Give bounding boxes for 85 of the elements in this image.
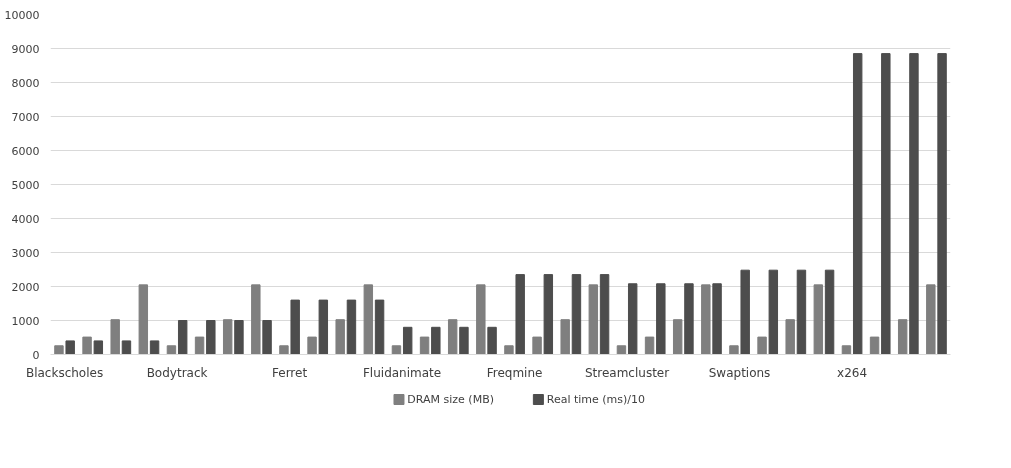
y-tick-label: 4000 — [11, 212, 40, 226]
y-tick-label: 6000 — [11, 144, 40, 158]
y-tick-label: 7000 — [11, 110, 40, 124]
bar — [897, 319, 908, 355]
bar — [627, 283, 638, 355]
bar — [684, 283, 694, 355]
y-tick-label: 10000 — [4, 8, 40, 22]
bar — [177, 320, 188, 355]
legend-label: DRAM size (MB) — [407, 393, 494, 406]
bar — [909, 53, 919, 355]
y-tick-label: 9000 — [11, 42, 40, 56]
bar — [82, 336, 92, 355]
bar — [926, 284, 936, 355]
x-tick-label: Freqmine — [486, 365, 543, 380]
bar — [937, 53, 947, 355]
bar — [532, 336, 542, 355]
bar — [279, 345, 289, 355]
bar — [476, 284, 486, 355]
bar — [599, 274, 610, 355]
bar — [560, 319, 570, 355]
x-tick-label: Bodytrack — [146, 365, 208, 380]
bar — [402, 326, 413, 355]
bar — [374, 299, 385, 355]
bar — [852, 53, 863, 355]
bar — [504, 345, 514, 355]
bar — [110, 319, 120, 355]
bar — [757, 336, 767, 355]
x-tick-label: x264 — [837, 365, 868, 380]
bar — [65, 340, 75, 355]
y-tick-label: 8000 — [11, 76, 40, 90]
bar — [785, 319, 795, 355]
bar — [672, 319, 683, 355]
bar — [391, 345, 402, 355]
bar — [712, 283, 722, 355]
bar — [346, 299, 357, 355]
bar — [796, 269, 807, 355]
bar — [701, 284, 711, 355]
x-tick-label: Ferret — [272, 365, 308, 380]
bar — [543, 274, 554, 355]
bar — [616, 345, 627, 355]
bar — [588, 284, 599, 355]
bar — [768, 269, 779, 355]
bar — [447, 319, 458, 355]
bar — [194, 336, 205, 355]
bar — [869, 336, 880, 355]
y-tick-label: 1000 — [11, 314, 40, 328]
legend-label: Real time (ms)/10 — [546, 393, 646, 406]
y-tick-label: 5000 — [11, 178, 40, 192]
y-tick-label: 0 — [32, 348, 40, 362]
bar — [121, 340, 132, 355]
bar — [363, 284, 374, 355]
bar — [644, 336, 655, 355]
bar — [881, 53, 891, 355]
x-tick-label: Fluidanimate — [362, 365, 442, 380]
bar — [234, 320, 244, 355]
bar — [138, 284, 149, 355]
bar — [335, 319, 345, 355]
bar — [824, 269, 835, 355]
bar — [419, 336, 430, 355]
bar — [318, 299, 329, 355]
bar — [813, 284, 824, 355]
bar — [841, 345, 852, 355]
bar — [459, 326, 469, 355]
bar — [166, 345, 177, 355]
bar — [149, 340, 160, 355]
bar — [487, 326, 497, 355]
bar — [729, 345, 739, 355]
bar — [307, 336, 317, 355]
bar — [206, 320, 216, 355]
bar — [251, 284, 261, 355]
bar — [93, 340, 104, 355]
y-tick-label: 2000 — [11, 280, 40, 294]
bar — [431, 326, 441, 355]
bar — [222, 319, 233, 355]
bar — [656, 283, 666, 355]
x-tick-label: Blackscholes — [25, 365, 104, 380]
y-tick-label: 3000 — [11, 246, 40, 260]
x-tick-label: Streamcluster — [584, 365, 670, 380]
bar — [262, 320, 272, 355]
bar — [740, 269, 750, 355]
bar — [54, 345, 64, 355]
bar — [571, 274, 582, 355]
bar — [515, 274, 525, 355]
x-tick-label: Swaptions — [708, 365, 771, 380]
bar — [290, 299, 300, 355]
